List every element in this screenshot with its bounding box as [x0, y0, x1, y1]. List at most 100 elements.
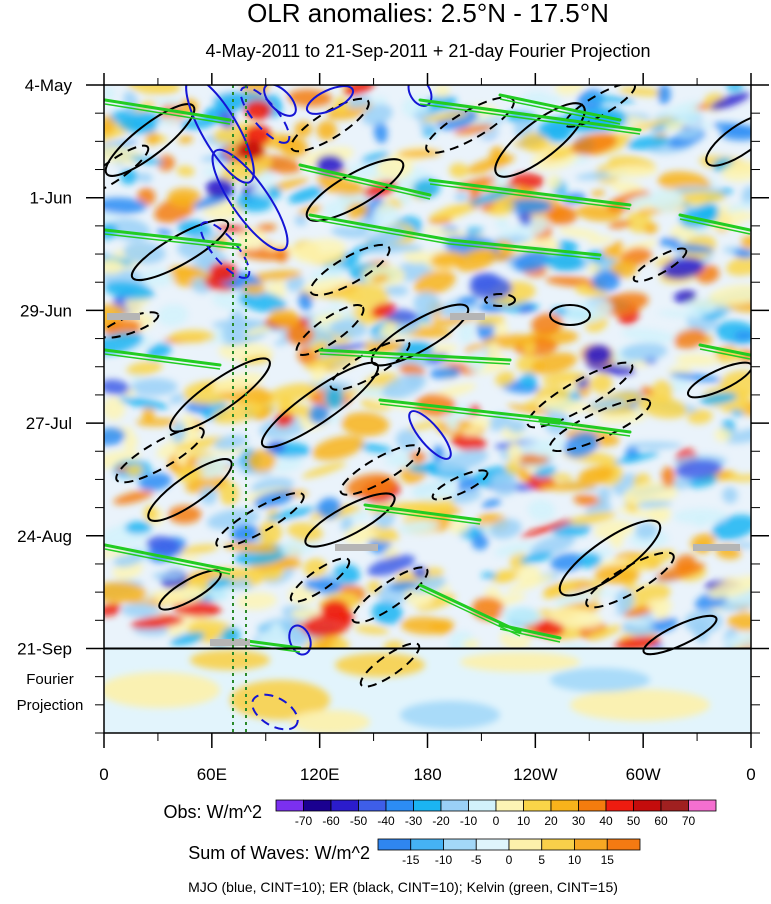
kelvin-contour-inner	[319, 353, 511, 365]
obs-anomaly-patch	[623, 549, 675, 571]
obs-anomaly-patch	[241, 283, 266, 295]
obs-anomaly-patch	[126, 361, 163, 376]
obs-colorbar-tick-label: -70	[295, 814, 313, 828]
obs-anomaly-patch	[315, 170, 350, 180]
obs-anomaly-patch	[725, 200, 751, 213]
obs-anomaly-patch	[457, 477, 479, 493]
obs-anomaly-patch	[454, 192, 469, 202]
er-contour	[290, 97, 370, 153]
obs-anomaly-patch	[577, 465, 615, 486]
obs-anomaly-patch	[266, 186, 282, 200]
waves-colorbar-swatch	[377, 838, 412, 851]
obs-anomaly-patch	[547, 174, 561, 190]
obs-anomaly-patch	[167, 505, 202, 524]
kelvin-contour-inner	[539, 423, 631, 437]
obs-anomaly-patch	[486, 341, 501, 361]
obs-anomaly-patch	[312, 435, 365, 461]
obs-anomaly-patch	[503, 198, 553, 215]
obs-anomaly-patch	[712, 514, 751, 541]
kelvin-contour	[698, 343, 751, 357]
obs-anomaly-patch	[673, 290, 697, 304]
obs-anomaly-patch	[608, 220, 632, 229]
obs-colorbar-swatch	[358, 799, 387, 812]
chart-subtitle: 4-May-2011 to 21-Sep-2011 + 21-day Fouri…	[205, 41, 650, 61]
obs-anomaly-patch	[384, 285, 409, 296]
er-contour	[548, 397, 652, 453]
obs-anomaly-patch	[402, 512, 437, 524]
obs-colorbar-tick-label: 70	[682, 814, 696, 828]
obs-anomaly-patch	[448, 520, 470, 534]
obs-anomaly-patch	[491, 472, 517, 496]
er-contour	[215, 491, 305, 549]
er-contour	[359, 642, 421, 688]
er-contour	[425, 96, 515, 154]
obs-anomaly-patch	[623, 481, 678, 507]
obs-colorbar-swatch	[660, 799, 689, 812]
obs-anomaly-patch	[722, 405, 751, 413]
projection-label-line1: Fourier	[26, 671, 74, 688]
obs-anomaly-patch	[507, 574, 555, 593]
waves-colorbar-swatch	[606, 838, 641, 851]
obs-anomaly-patch	[370, 96, 388, 106]
waves-colorbar-tick-label: 5	[538, 853, 545, 867]
kelvin-contour	[448, 238, 602, 257]
kelvin-contour-inner	[419, 588, 521, 637]
obs-anomaly-patch	[586, 625, 623, 641]
mjo-contour	[305, 85, 355, 115]
obs-anomaly-patch	[597, 486, 611, 506]
obs-anomaly-patch	[548, 607, 603, 629]
obs-anomaly-patch	[408, 464, 439, 474]
obs-anomaly-patch	[157, 155, 175, 172]
obs-anomaly-patch	[658, 237, 680, 247]
obs-anomaly-patch	[623, 605, 656, 618]
obs-anomaly-patch	[422, 228, 469, 237]
er-contour	[104, 103, 196, 177]
obs-anomaly-patch	[481, 572, 499, 579]
obs-anomaly-patch	[675, 459, 723, 480]
mjo-contour	[263, 85, 297, 117]
obs-colorbar-swatch	[413, 799, 442, 812]
obs-anomaly-patch	[303, 578, 343, 593]
er-contour	[309, 243, 391, 297]
chart-title: OLR anomalies: 2.5°N - 17.5°N	[247, 0, 609, 28]
kelvin-contour-inner	[379, 403, 561, 425]
er-contour	[642, 614, 718, 656]
obs-anomaly-patch	[287, 628, 309, 648]
obs-anomaly-patch	[462, 429, 479, 436]
obs-anomaly-patch	[625, 194, 656, 209]
obs-anomaly-patch	[138, 472, 172, 491]
obs-anomaly-patch	[470, 417, 491, 429]
obs-anomaly-patch	[719, 370, 751, 395]
er-contour	[526, 361, 634, 429]
obs-anomaly-patch	[594, 519, 635, 540]
obs-colorbar-tick-label: 50	[627, 814, 641, 828]
obs-anomaly-patch	[537, 396, 588, 413]
er-contour	[289, 557, 351, 603]
obs-anomaly-patch	[499, 226, 524, 238]
obs-colorbar-swatch	[385, 799, 414, 812]
obs-anomaly-patch	[437, 449, 489, 473]
obs-anomaly-patch	[507, 441, 522, 466]
mjo-contour	[211, 148, 289, 252]
kelvin-contour-inner	[299, 168, 431, 200]
obs-anomaly-patch	[157, 304, 189, 327]
obs-anomaly-patch	[317, 497, 342, 519]
obs-anomaly-patch	[454, 248, 498, 272]
waves-colorbar-swatch	[410, 838, 444, 851]
obs-colorbar-swatch	[605, 799, 634, 812]
projection-patch	[290, 710, 370, 733]
obs-colorbar-tick-label: -20	[432, 814, 450, 828]
obs-anomaly-patch	[382, 373, 427, 399]
obs-anomaly-patch	[564, 432, 599, 458]
obs-anomaly-patch	[247, 449, 277, 473]
obs-anomaly-patch	[429, 366, 461, 379]
er-contour	[169, 357, 271, 433]
obs-colorbar-swatch	[688, 799, 717, 812]
obs-anomaly-patch	[288, 585, 317, 605]
y-tick-label: 1-Jun	[29, 189, 72, 208]
obs-anomaly-patch	[518, 305, 535, 313]
obs-anomaly-patch	[397, 520, 440, 534]
mjo-contour	[288, 624, 312, 656]
obs-anomaly-patch	[324, 387, 344, 409]
